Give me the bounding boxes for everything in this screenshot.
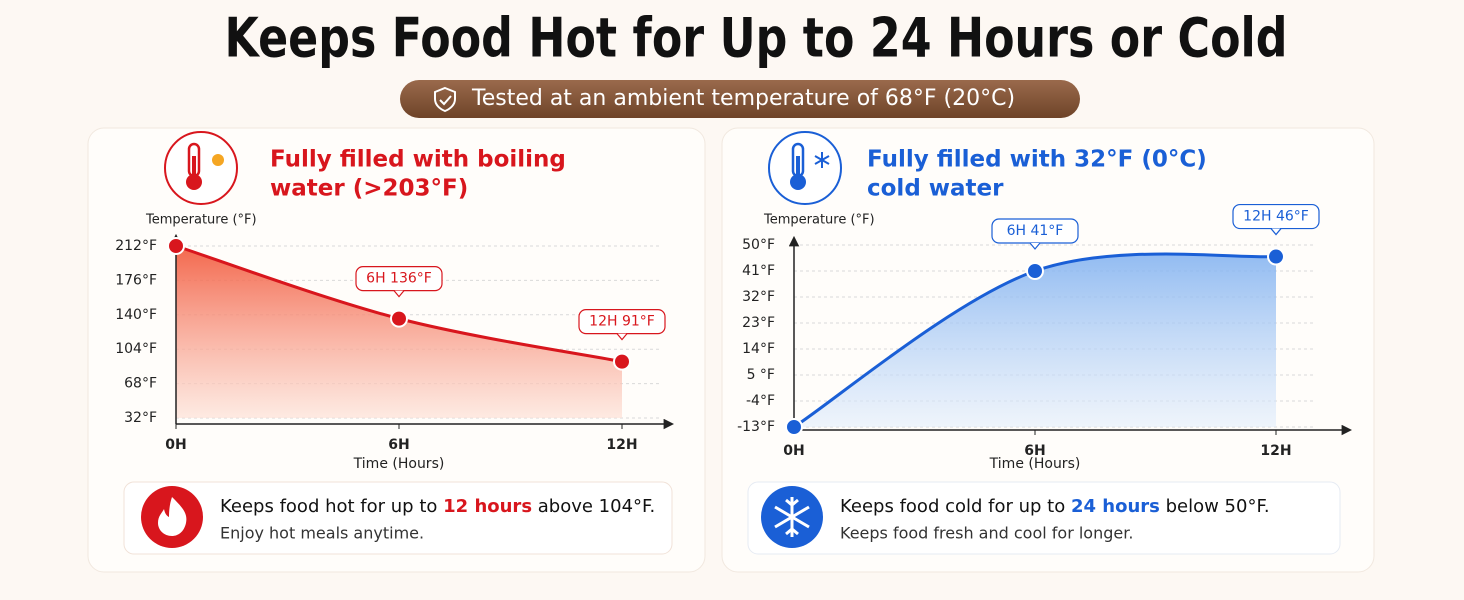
area xyxy=(176,246,622,418)
panel-heading: Fully filled with boiling xyxy=(270,147,566,173)
x-axis-label: Time (Hours) xyxy=(989,456,1081,472)
area xyxy=(794,254,1276,427)
data-label: 6H 41°F xyxy=(1007,223,1064,239)
callout-pointer xyxy=(393,290,405,298)
page-title: Keeps Food Hot for Up to 24 Hours or Col… xyxy=(225,7,1288,70)
note-text: Keeps food hot for up to 12 hours above … xyxy=(220,496,655,517)
subtitle: Tested at an ambient temperature of 68°F… xyxy=(471,86,1015,111)
y-tick-label: 140°F xyxy=(115,307,157,323)
data-label: 12H 46°F xyxy=(1243,209,1309,225)
x-tick-label: 0H xyxy=(165,437,186,453)
y-tick-label: -4°F xyxy=(746,393,775,409)
callout-pointer xyxy=(616,333,628,341)
point xyxy=(167,237,185,255)
y-tick-label: 23°F xyxy=(742,315,775,331)
y-tick-label: -13°F xyxy=(737,419,775,435)
x-tick-label: 6H xyxy=(388,437,409,453)
note-detail: Enjoy hot meals anytime. xyxy=(220,524,424,543)
panel-heading: Fully filled with 32°F (0°C) xyxy=(867,147,1207,173)
point xyxy=(613,352,631,371)
y-tick-label: 32°F xyxy=(742,289,775,305)
point xyxy=(1026,262,1044,280)
note-text: Keeps food cold for up to 24 hours below… xyxy=(840,496,1270,517)
x-axis-label: Time (Hours) xyxy=(353,456,445,472)
x-tick-label: 6H xyxy=(1024,443,1045,459)
point xyxy=(1267,247,1285,266)
note-part: Keeps food cold for up to xyxy=(840,496,1071,517)
y-tick-label: 41°F xyxy=(742,263,775,279)
note-part: 24 hours xyxy=(1071,496,1160,517)
y-tick-label: 104°F xyxy=(115,341,157,357)
note-part: below 50°F. xyxy=(1160,496,1270,517)
x-tick-label: 0H xyxy=(783,443,804,459)
y-tick-label: 212°F xyxy=(115,238,157,254)
subtitle-pill xyxy=(400,80,1080,118)
y-axis-label: Temperature (°F) xyxy=(145,213,257,228)
callout-pointer xyxy=(1270,228,1282,236)
x-tick-label: 12H xyxy=(1260,443,1291,459)
point xyxy=(785,418,803,436)
y-tick-label: 32°F xyxy=(124,410,157,426)
y-tick-label: 14°F xyxy=(742,341,775,357)
note-detail: Keeps food fresh and cool for longer. xyxy=(840,524,1133,543)
note-box xyxy=(123,481,673,555)
data-label: 6H 136°F xyxy=(366,271,432,287)
hot-thermo-icon xyxy=(164,131,238,205)
snowflake-icon xyxy=(761,486,823,548)
fire-icon xyxy=(141,486,203,548)
cold-thermo-icon xyxy=(768,131,842,205)
y-tick-label: 50°F xyxy=(742,237,775,253)
panel-heading: cold water xyxy=(867,176,1004,202)
panel-heading: water (>203°F) xyxy=(270,176,468,202)
point xyxy=(390,309,408,328)
y-tick-label: 5 °F xyxy=(747,367,775,383)
shield-icon xyxy=(434,86,456,113)
note-part: Keeps food hot for up to xyxy=(220,496,443,517)
data-label: 12H 91°F xyxy=(589,314,655,330)
note-part: 12 hours xyxy=(443,496,532,517)
callout-pointer xyxy=(1029,242,1041,250)
y-axis-label: Temperature (°F) xyxy=(763,213,875,228)
x-tick-label: 12H xyxy=(606,437,637,453)
y-tick-label: 176°F xyxy=(115,272,157,288)
y-tick-label: 68°F xyxy=(124,376,157,392)
note-part: above 104°F. xyxy=(532,496,655,517)
note-box xyxy=(747,481,1341,555)
